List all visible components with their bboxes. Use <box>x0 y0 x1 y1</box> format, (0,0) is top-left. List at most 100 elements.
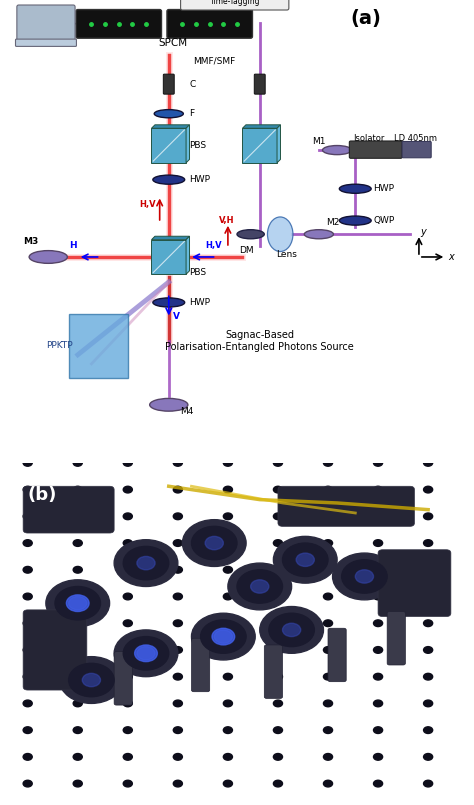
Circle shape <box>123 460 132 466</box>
Circle shape <box>273 513 283 520</box>
Circle shape <box>323 727 333 733</box>
Circle shape <box>424 673 433 680</box>
Text: DM: DM <box>239 246 254 254</box>
Circle shape <box>374 753 383 760</box>
Circle shape <box>223 673 232 680</box>
Text: QWP: QWP <box>374 216 395 225</box>
Text: HWP: HWP <box>189 298 210 307</box>
Circle shape <box>424 646 433 654</box>
Circle shape <box>333 553 396 600</box>
Circle shape <box>23 646 32 654</box>
FancyBboxPatch shape <box>378 550 451 617</box>
Circle shape <box>342 559 387 593</box>
Circle shape <box>123 593 132 600</box>
Circle shape <box>173 513 182 520</box>
Text: M4: M4 <box>180 407 193 416</box>
Text: M1: M1 <box>312 138 326 147</box>
Circle shape <box>323 620 333 626</box>
Circle shape <box>23 593 32 600</box>
Circle shape <box>273 727 283 733</box>
Polygon shape <box>152 240 186 275</box>
FancyBboxPatch shape <box>402 142 431 158</box>
Circle shape <box>173 593 182 600</box>
Polygon shape <box>243 125 281 128</box>
Circle shape <box>273 536 337 583</box>
FancyBboxPatch shape <box>254 74 265 94</box>
Circle shape <box>23 620 32 626</box>
Circle shape <box>23 539 32 547</box>
Circle shape <box>323 780 333 787</box>
FancyBboxPatch shape <box>387 612 405 665</box>
Circle shape <box>251 580 269 593</box>
Circle shape <box>323 539 333 547</box>
Circle shape <box>283 543 328 576</box>
Circle shape <box>223 727 232 733</box>
Circle shape <box>23 727 32 733</box>
Circle shape <box>424 780 433 787</box>
Circle shape <box>73 460 82 466</box>
Text: SPCM: SPCM <box>159 38 188 48</box>
Text: V: V <box>173 312 180 320</box>
Circle shape <box>114 539 178 587</box>
Circle shape <box>223 486 232 493</box>
Circle shape <box>374 620 383 626</box>
Circle shape <box>273 646 283 654</box>
Circle shape <box>374 460 383 466</box>
Circle shape <box>374 486 383 493</box>
Text: M2: M2 <box>326 218 339 227</box>
Text: C: C <box>189 80 195 89</box>
Circle shape <box>323 593 333 600</box>
Ellipse shape <box>29 250 67 263</box>
Circle shape <box>269 613 314 646</box>
Circle shape <box>123 539 132 547</box>
Text: Isolator: Isolator <box>353 134 384 143</box>
Circle shape <box>374 567 383 573</box>
Circle shape <box>123 547 169 580</box>
Circle shape <box>424 593 433 600</box>
Circle shape <box>273 539 283 547</box>
Ellipse shape <box>237 229 264 239</box>
Circle shape <box>114 630 178 677</box>
Text: (a): (a) <box>351 9 382 27</box>
Circle shape <box>73 620 82 626</box>
Circle shape <box>424 539 433 547</box>
Text: y: y <box>420 227 426 237</box>
Circle shape <box>323 513 333 520</box>
Circle shape <box>55 587 100 620</box>
Circle shape <box>23 486 32 493</box>
Circle shape <box>212 628 235 645</box>
Circle shape <box>73 700 82 707</box>
Circle shape <box>123 780 132 787</box>
Circle shape <box>273 700 283 707</box>
Circle shape <box>73 673 82 680</box>
Circle shape <box>201 620 246 654</box>
Circle shape <box>173 753 182 760</box>
Circle shape <box>173 646 182 654</box>
Circle shape <box>223 513 232 520</box>
Circle shape <box>223 646 232 654</box>
Circle shape <box>73 727 82 733</box>
Circle shape <box>223 460 232 466</box>
Circle shape <box>73 593 82 600</box>
Circle shape <box>73 486 82 493</box>
Circle shape <box>205 536 223 550</box>
Circle shape <box>237 570 283 603</box>
Polygon shape <box>277 125 281 163</box>
Text: H,V: H,V <box>139 200 156 209</box>
Circle shape <box>173 727 182 733</box>
Circle shape <box>283 623 301 637</box>
Circle shape <box>73 780 82 787</box>
Circle shape <box>424 727 433 733</box>
Circle shape <box>374 700 383 707</box>
Circle shape <box>273 673 283 680</box>
Circle shape <box>73 753 82 760</box>
FancyBboxPatch shape <box>191 638 210 691</box>
Circle shape <box>123 700 132 707</box>
Circle shape <box>123 637 169 670</box>
Circle shape <box>23 700 32 707</box>
Polygon shape <box>186 236 190 275</box>
Polygon shape <box>152 236 190 240</box>
Circle shape <box>123 646 132 654</box>
Circle shape <box>223 620 232 626</box>
Circle shape <box>123 620 132 626</box>
